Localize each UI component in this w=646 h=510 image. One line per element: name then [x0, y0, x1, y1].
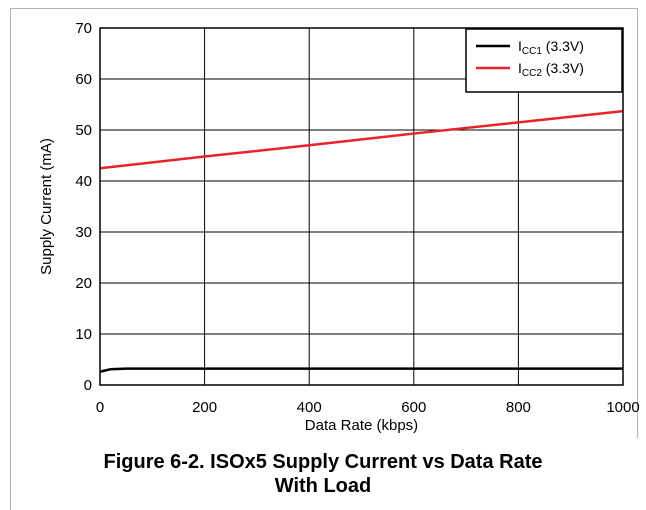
plot-area-border [99, 27, 624, 386]
line-chart: 0 200 400 600 800 1000 0 10 20 30 40 50 60 70 Data R… [38, 20, 640, 434]
legend-box [465, 28, 623, 93]
y-tick-label: 60 [75, 71, 92, 88]
y-tick-label: 50 [75, 122, 92, 139]
frame-top-border [10, 8, 638, 9]
legend-label: ICC1 (3.3V) [518, 38, 584, 57]
x-tick-label: 400 [297, 399, 322, 416]
legend: ICC1 (3.3V) ICC2 (3.3V) [465, 28, 623, 93]
y-tick-label: 70 [75, 20, 92, 37]
y-tick-label: 30 [75, 224, 92, 241]
grid-lines [100, 28, 623, 385]
x-tick-labels: 0 200 400 600 800 1000 [96, 399, 640, 416]
x-tick-label: 200 [192, 399, 217, 416]
y-axis-label: Supply Current (mA) [38, 138, 55, 275]
y-tick-labels: 0 10 20 30 40 50 60 70 [75, 20, 92, 394]
x-tick-label: 800 [506, 399, 531, 416]
figure-caption-line-2: With Load [274, 475, 372, 497]
series-line-cc1 [99, 367, 623, 373]
legend-label: ICC2 (3.3V) [518, 60, 584, 79]
x-tick-label: 600 [401, 399, 426, 416]
frame-right-border [637, 8, 638, 438]
series-lines [99, 109, 624, 373]
series-line-cc2 [99, 109, 624, 170]
y-tick-label: 20 [75, 275, 92, 292]
figure-caption-line-1: Figure 6-2. ISOx5 Supply Current vs Data… [103, 451, 543, 473]
x-tick-label: 1000 [606, 399, 639, 416]
y-tick-label: 10 [75, 326, 92, 343]
y-tick-label: 40 [75, 173, 92, 190]
x-axis-label: Data Rate (kbps) [305, 417, 418, 434]
x-tick-label: 0 [96, 399, 104, 416]
y-tick-label: 0 [84, 377, 92, 394]
frame-left-border [10, 8, 11, 510]
